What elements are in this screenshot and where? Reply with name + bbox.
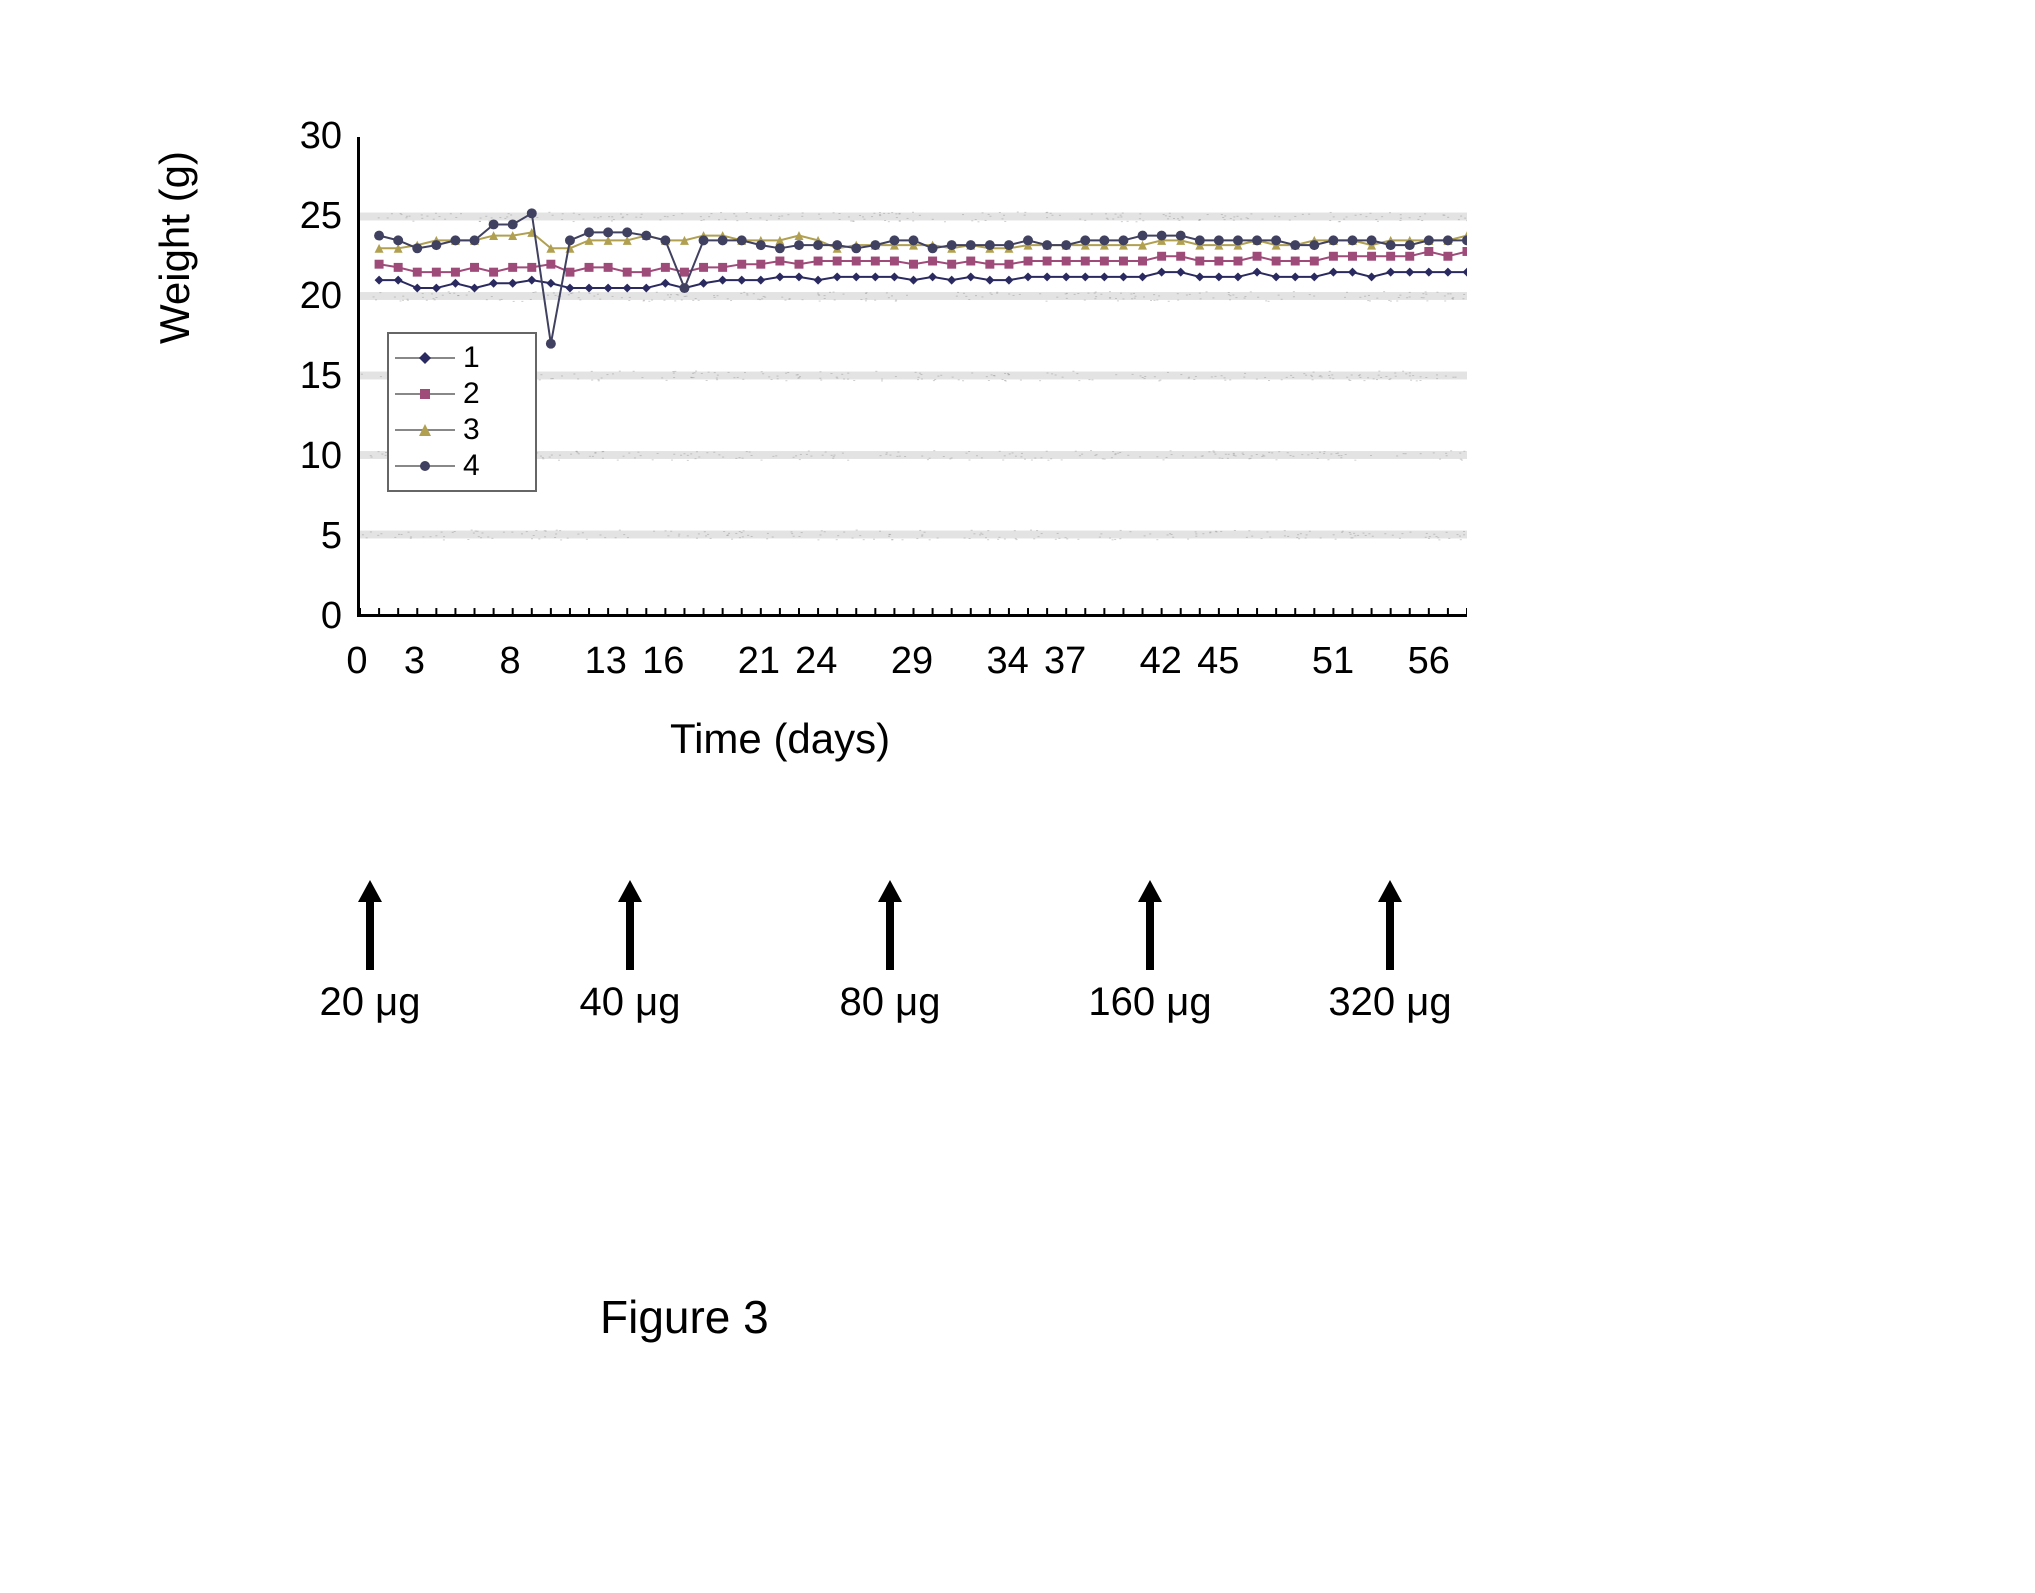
- dose-item: 160 μg: [1080, 880, 1220, 1025]
- up-arrow-icon: [1130, 880, 1170, 970]
- legend-item-4: 4: [395, 448, 529, 484]
- dose-label: 320 μg: [1320, 980, 1460, 1025]
- x-tick-label: 13: [581, 640, 631, 683]
- y-tick-label: 25: [282, 195, 342, 238]
- legend-label-4: 4: [463, 449, 480, 483]
- dose-label: 40 μg: [560, 980, 700, 1025]
- dose-arrows-row: 20 μg40 μg80 μg160 μg320 μg: [240, 880, 1440, 1080]
- legend-item-1: 1: [395, 340, 529, 376]
- dose-item: 20 μg: [300, 880, 440, 1025]
- legend-item-2: 2: [395, 376, 529, 412]
- up-arrow-icon: [1370, 880, 1410, 970]
- y-tick-label: 30: [282, 115, 342, 158]
- dose-label: 20 μg: [300, 980, 440, 1025]
- legend-item-3: 3: [395, 412, 529, 448]
- legend-marker-1: [395, 346, 455, 370]
- dose-item: 80 μg: [820, 880, 960, 1025]
- x-tick-label: 37: [1040, 640, 1090, 683]
- figure-container: Weight (g) Time (days) 1: [60, 60, 1975, 1533]
- x-tick-label: 34: [983, 640, 1033, 683]
- legend-box: 1 2 3 4: [387, 332, 537, 492]
- y-tick-label: 10: [282, 435, 342, 478]
- x-tick-label: 29: [887, 640, 937, 683]
- figure-caption: Figure 3: [600, 1290, 769, 1344]
- x-tick-label: 21: [734, 640, 784, 683]
- x-tick-label: 51: [1308, 640, 1358, 683]
- up-arrow-icon: [350, 880, 390, 970]
- y-tick-label: 5: [282, 515, 342, 558]
- dose-label: 80 μg: [820, 980, 960, 1025]
- y-tick-label: 20: [282, 275, 342, 318]
- chart-area: Weight (g) Time (days) 1: [170, 100, 1410, 620]
- legend-label-3: 3: [463, 413, 480, 447]
- legend-label-2: 2: [463, 377, 480, 411]
- up-arrow-icon: [870, 880, 910, 970]
- x-tick-label: 24: [791, 640, 841, 683]
- legend-marker-2: [395, 382, 455, 406]
- x-tick-label: 16: [638, 640, 688, 683]
- x-tick-label: 56: [1404, 640, 1454, 683]
- y-tick-label: 0: [282, 595, 342, 638]
- legend-marker-3: [395, 418, 455, 442]
- x-axis-label: Time (days): [670, 715, 890, 763]
- dose-item: 320 μg: [1320, 880, 1460, 1025]
- y-axis-label: Weight (g): [151, 151, 199, 344]
- dose-item: 40 μg: [560, 880, 700, 1025]
- dose-label: 160 μg: [1080, 980, 1220, 1025]
- x-tick-label: 0: [332, 640, 382, 683]
- x-tick-label: 45: [1193, 640, 1243, 683]
- legend-marker-4: [395, 454, 455, 478]
- x-tick-label: 8: [485, 640, 535, 683]
- x-tick-label: 42: [1136, 640, 1186, 683]
- up-arrow-icon: [610, 880, 650, 970]
- x-tick-label: 3: [389, 640, 439, 683]
- legend-label-1: 1: [463, 341, 480, 375]
- y-tick-label: 15: [282, 355, 342, 398]
